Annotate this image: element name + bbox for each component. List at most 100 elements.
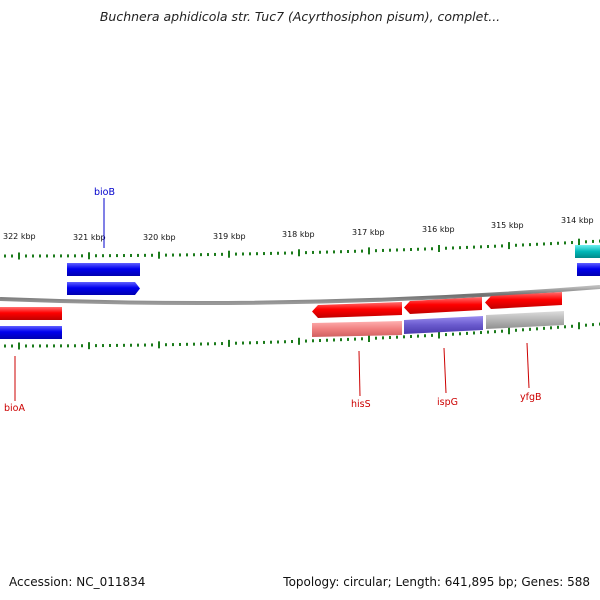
gene-label-ispG[interactable]: ispG: [437, 347, 458, 408]
cds-feature-yfgB-annotation[interactable]: [486, 311, 564, 329]
scale-tick: [109, 254, 111, 258]
scale-tick: [4, 254, 6, 258]
scale-tick: [291, 340, 293, 344]
scale-tick: [193, 253, 195, 257]
scale-tick: [123, 343, 125, 347]
scale-tick: [543, 242, 545, 246]
scale-tick: [109, 343, 111, 347]
scale-tick: [137, 253, 139, 257]
cds-feature-ispG[interactable]: [404, 297, 482, 314]
gene-label-bioB[interactable]: bioB: [94, 187, 115, 248]
scale-label-314kbp: 314 kbp: [561, 216, 594, 225]
scale-tick: [25, 344, 27, 348]
scale-tick: [221, 342, 223, 346]
scale-tick: [284, 251, 286, 255]
scale-tick: [137, 343, 139, 347]
scale-tick: [592, 323, 594, 327]
scale-tick: [473, 331, 475, 335]
scale-label-316kbp: 316 kbp: [422, 225, 455, 234]
cds-feature-hisS[interactable]: [312, 302, 402, 318]
feature-row-lower[interactable]: [0, 292, 564, 339]
scale-tick: [333, 338, 335, 342]
scale-tick: [298, 249, 300, 257]
scale-tick: [403, 248, 405, 252]
scale-tick: [32, 254, 34, 258]
scale-tick: [291, 251, 293, 255]
scale-tick: [270, 340, 272, 344]
cds-feature-hisS-annotation[interactable]: [312, 321, 402, 337]
scale-tick: [354, 249, 356, 253]
scale-tick: [214, 342, 216, 346]
scale-tick: [431, 247, 433, 251]
scale-labels: 322 kbp 321 kbp 320 kbp 319 kbp 318 kbp …: [3, 216, 594, 242]
cds-feature-yfgB[interactable]: [485, 292, 562, 309]
scale-tick: [39, 254, 41, 258]
scale-tick: [410, 248, 412, 252]
scale-tick: [508, 327, 510, 335]
scale-tick: [424, 247, 426, 251]
cds-feature[interactable]: [0, 307, 62, 320]
scale-tick: [81, 254, 83, 258]
scale-tick: [284, 340, 286, 344]
scale-tick: [207, 342, 209, 346]
scale-tick: [270, 251, 272, 255]
cds-feature[interactable]: [577, 263, 600, 276]
cds-feature[interactable]: [67, 263, 140, 276]
scale-tick: [361, 337, 363, 341]
scale-tick: [368, 247, 370, 255]
scale-tick: [60, 344, 62, 348]
scale-tick: [340, 250, 342, 254]
gene-name: bioB: [94, 187, 115, 198]
scale-tick: [221, 252, 223, 256]
feature-row-upper[interactable]: [67, 245, 600, 295]
gene-label-yfgB[interactable]: yfgB: [520, 342, 542, 403]
scale-label-315kbp: 315 kbp: [491, 221, 524, 230]
scale-tick: [466, 245, 468, 249]
scale-label-317kbp: 317 kbp: [352, 228, 385, 237]
scale-tick: [95, 254, 97, 258]
scale-tick: [305, 339, 307, 343]
scale-tick: [417, 334, 419, 338]
scale-tick: [326, 250, 328, 254]
cds-feature[interactable]: [67, 282, 140, 295]
scale-tick: [452, 332, 454, 336]
scale-tick: [375, 249, 377, 253]
scale-tick: [585, 240, 587, 244]
scale-tick: [172, 343, 174, 347]
scale-tick: [256, 252, 258, 256]
cds-feature[interactable]: [0, 326, 62, 339]
scale-tick: [571, 241, 573, 245]
scale-tick: [501, 329, 503, 333]
scale-tick: [340, 338, 342, 342]
scale-tick: [480, 245, 482, 249]
scale-ticks-lower: [4, 322, 600, 350]
scale-tick: [158, 251, 160, 259]
scale-label-318kbp: 318 kbp: [282, 230, 315, 239]
scale-tick: [557, 325, 559, 329]
leader-line: [526, 342, 530, 389]
gene-label-bioA[interactable]: bioA: [4, 356, 25, 414]
scale-tick: [522, 328, 524, 332]
scale-tick: [158, 341, 160, 349]
scale-tick: [494, 330, 496, 334]
scale-tick: [319, 339, 321, 343]
scale-tick: [249, 252, 251, 256]
scale-tick: [235, 341, 237, 345]
leader-line: [358, 350, 361, 397]
scale-tick: [515, 328, 517, 332]
scale-tick: [466, 331, 468, 335]
scale-tick: [424, 334, 426, 338]
scale-tick: [4, 344, 6, 348]
scale-tick: [172, 253, 174, 257]
scale-tick: [179, 342, 181, 346]
scale-tick: [256, 341, 258, 345]
scale-tick: [529, 327, 531, 331]
scale-tick: [18, 252, 20, 260]
scale-tick: [130, 343, 132, 347]
scale-tick: [389, 248, 391, 252]
gene-label-hisS[interactable]: hisS: [351, 350, 371, 410]
cds-feature-ispG-annotation[interactable]: [404, 316, 483, 334]
scale-tick: [550, 242, 552, 246]
rrna-feature[interactable]: [575, 245, 600, 258]
